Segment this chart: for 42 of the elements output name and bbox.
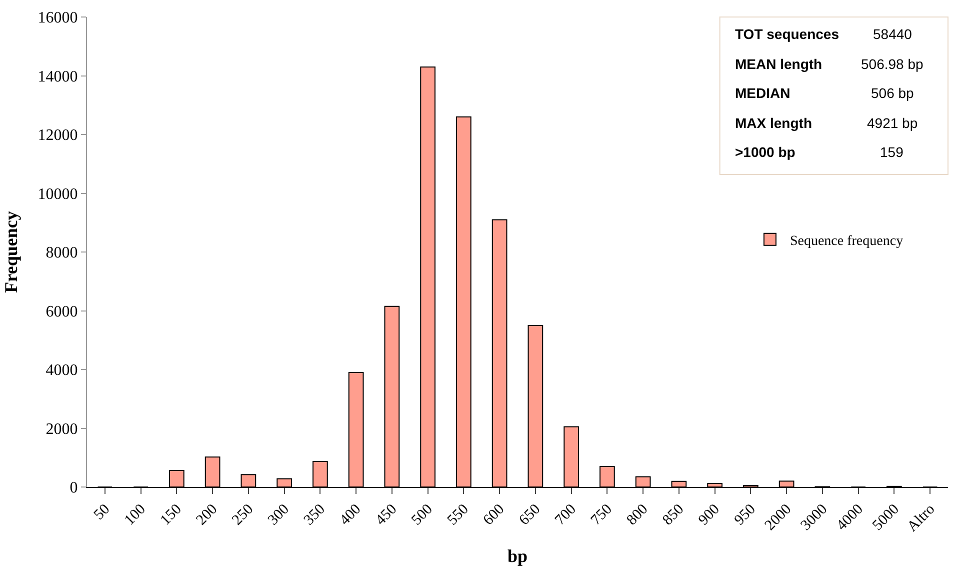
x-tick-label: 400	[336, 501, 364, 529]
y-tick-label: 6000	[46, 303, 78, 320]
annotation: 58440	[873, 26, 912, 42]
x-tick-label: 300	[265, 501, 292, 529]
y-tick-label: 16000	[38, 10, 78, 27]
annotation: 4921 bp	[867, 115, 918, 131]
x-tick-label: 750	[588, 501, 616, 529]
x-tick-label: 50	[91, 501, 114, 524]
x-tick-label: 700	[552, 501, 580, 529]
x-axis-title: bp	[507, 546, 528, 566]
x-tick-label: 250	[229, 501, 257, 529]
annotation: MEDIAN	[735, 85, 790, 101]
y-tick-label: 14000	[38, 68, 78, 86]
x-tick-label: 900	[696, 501, 723, 529]
y-tick-label: 4000	[46, 362, 78, 380]
annotation: MAX length	[735, 115, 812, 131]
x-tick-label: 500	[408, 501, 436, 529]
x-tick-label: 650	[516, 501, 544, 529]
x-tick-label: 550	[444, 501, 472, 529]
annotation: 159	[880, 144, 904, 160]
x-tick-label: 100	[122, 501, 149, 529]
y-tick-label: 10000	[38, 186, 78, 203]
annotation: >1000 bp	[735, 144, 796, 160]
y-axis-title: Frequency	[1, 211, 21, 293]
y-tick-label: 12000	[38, 127, 78, 144]
x-tick-label: 450	[372, 501, 400, 529]
annotation: 506.98 bp	[861, 56, 924, 72]
x-tick-label: 150	[158, 501, 185, 529]
x-tick-label: 200	[193, 501, 221, 529]
x-tick-label: 4000	[834, 501, 866, 534]
y-tick-label: 8000	[46, 244, 78, 262]
y-tick-label: 0	[70, 480, 78, 497]
x-tick-label: 950	[732, 501, 759, 529]
x-tick-label: 350	[301, 501, 328, 529]
x-tick-label: 600	[480, 501, 508, 529]
annotation: MEAN length	[735, 56, 822, 72]
annotation: 506 bp	[871, 85, 914, 101]
annotation: TOT sequences	[735, 26, 840, 42]
legend-label: Sequence frequency	[790, 234, 904, 249]
x-tick-label: 850	[660, 501, 688, 529]
y-tick-label: 2000	[46, 420, 78, 438]
x-tick-label: 800	[624, 501, 652, 529]
